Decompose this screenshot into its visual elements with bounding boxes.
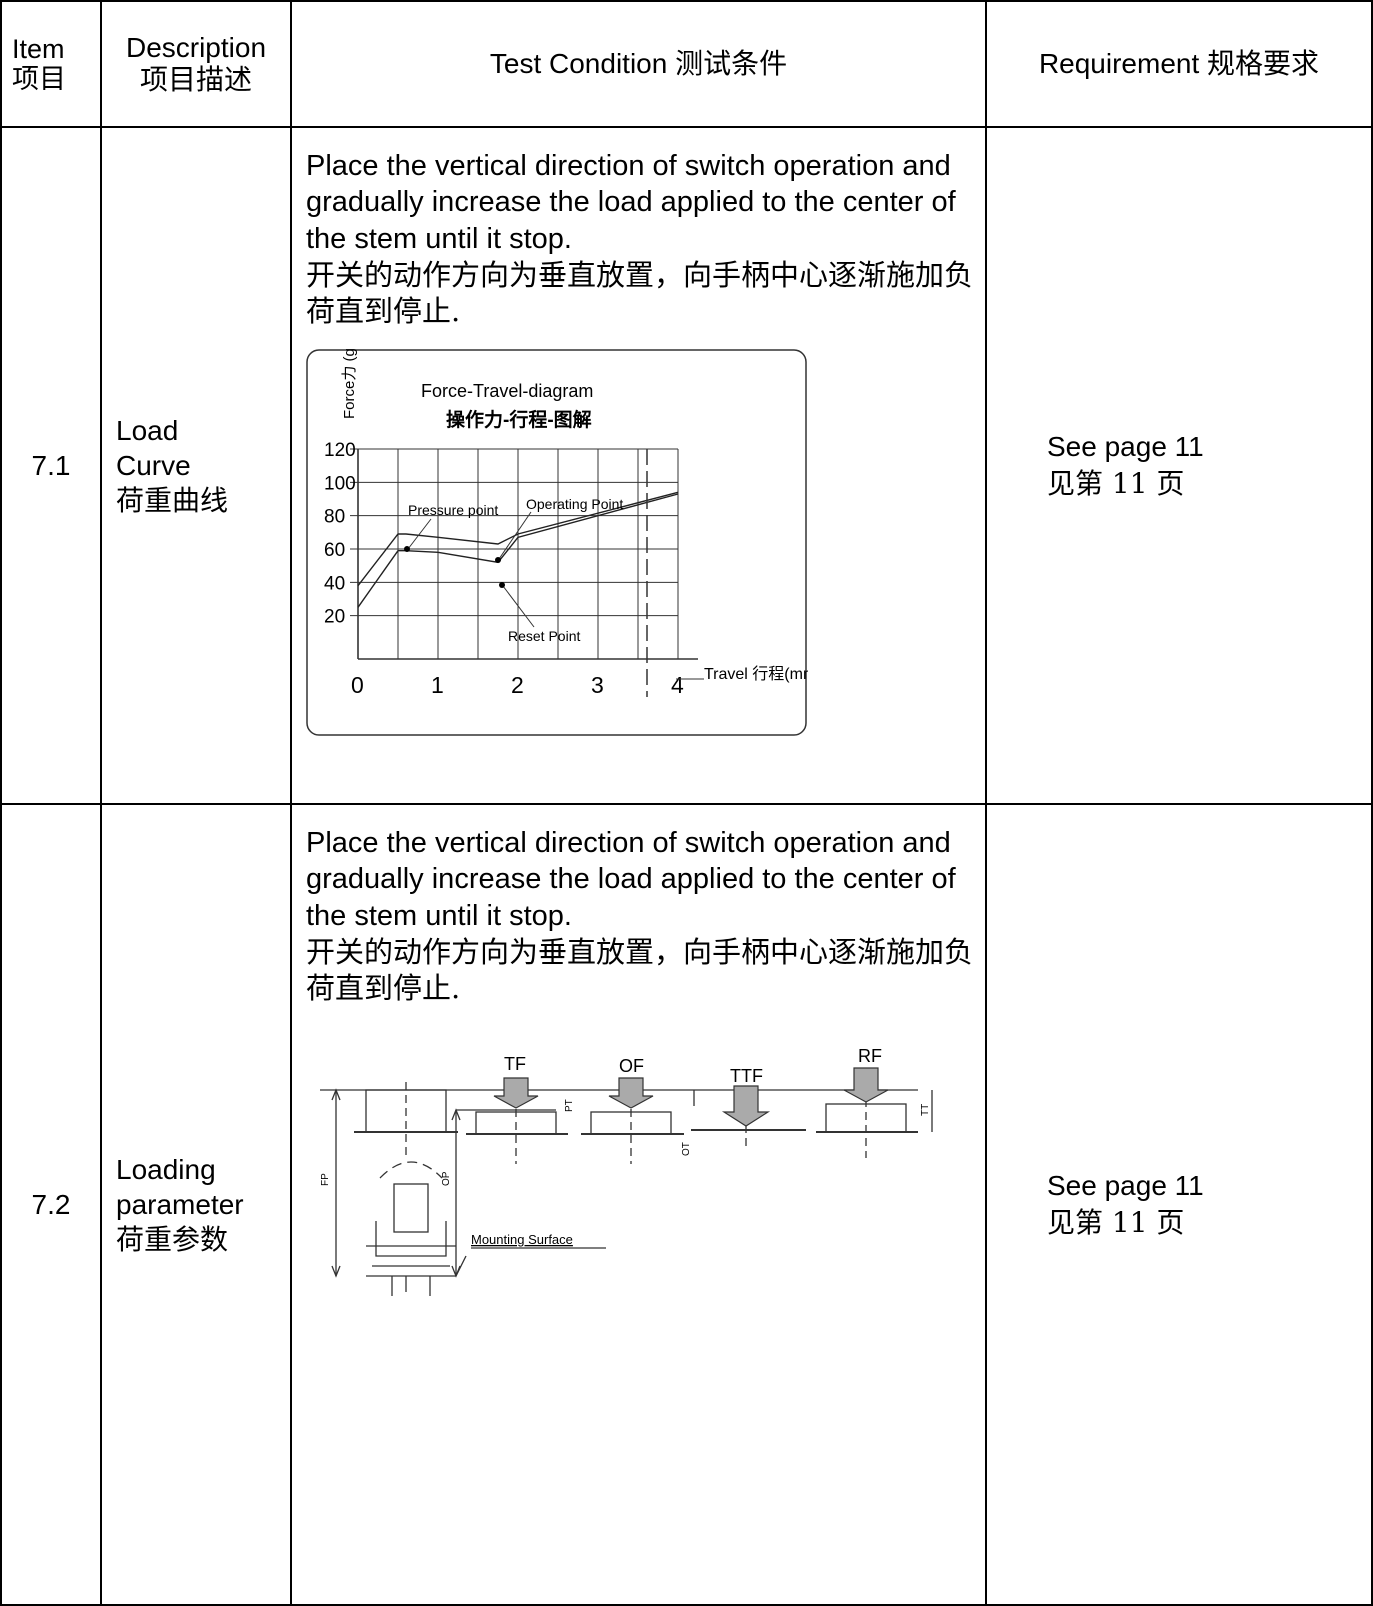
item-number: 7.1 [0, 126, 102, 805]
description-en-line: Load [116, 415, 179, 446]
header-description: Description 项目描述 [100, 0, 292, 128]
annotation-reset-point: Reset Point [508, 628, 580, 644]
series-line-1 [357, 491, 679, 587]
condition-cell: Place the vertical direction of switch o… [290, 803, 987, 1606]
requirement-cell: See page 11 见第 11 页 [985, 126, 1373, 805]
rf-arrow [843, 1067, 889, 1103]
of-arrow [608, 1077, 654, 1109]
header-item-en: Item [12, 33, 65, 64]
operating-point-marker [495, 557, 501, 564]
header-description-en: Description [125, 31, 267, 63]
y-tick-label: 100 [324, 474, 356, 495]
series-line-2 [357, 493, 679, 608]
chart-grid [350, 448, 698, 661]
y-tick-label: 20 [324, 607, 345, 628]
description-en-line: Curve [116, 450, 191, 481]
tf-label: TF [504, 1054, 526, 1074]
tf-arrow [493, 1077, 539, 1109]
chart-frame [306, 349, 807, 736]
loading-parameter-diagram: TF OF TTF RF FP OP TT PT OT Mounting Sur… [320, 1046, 933, 1297]
y-tick-label: 80 [324, 507, 345, 528]
header-condition-en: Test Condition [489, 47, 668, 79]
x-tick-label: 2 [511, 672, 524, 698]
y-tick-label: 40 [324, 574, 345, 595]
condition-en: Place the vertical direction of switch o… [306, 150, 956, 255]
force-travel-chart: Force力 (gf) Force-Travel-diagram 操作力-行程-… [306, 349, 808, 736]
condition-cell: Place the vertical direction of switch o… [290, 126, 987, 805]
mounting-arrow [455, 1255, 467, 1277]
chart-xlabel: Travel 行程(mm) [704, 665, 808, 683]
ttf-label: TTF [730, 1066, 763, 1086]
requirement-cell: See page 11 见第 11 页 [985, 803, 1373, 1606]
reset-point-marker [499, 582, 505, 589]
ot-label: OT [681, 1142, 692, 1156]
requirement-en: See page 11 [1047, 431, 1204, 463]
chart-ticks: 120 100 80 60 40 20 0 1 2 3 4 [324, 440, 684, 698]
chart-ylabel: Force力 (gf) [341, 349, 358, 419]
chart-subtitle: 操作力-行程-图解 [446, 408, 592, 431]
travel-arc [379, 1161, 443, 1179]
requirement-en: See page 11 [1047, 1170, 1204, 1202]
table-row: 7.2 Loading parameter 荷重参数 Place the ver… [0, 803, 1373, 1606]
switch-pins [391, 1276, 431, 1297]
description-cn: 荷重曲线 [116, 484, 229, 517]
header-requirement-en: Requirement [1038, 47, 1200, 79]
mounting-surface-label: Mounting Surface [471, 1232, 573, 1247]
description-cell: Loading parameter 荷重参数 [100, 803, 292, 1606]
header-item: Item 项目 [0, 0, 102, 128]
rf-label: RF [858, 1046, 882, 1066]
op-label: OP [441, 1171, 452, 1186]
condition-en: Place the vertical direction of switch o… [306, 827, 956, 932]
header-condition-cn: 测试条件 [675, 46, 788, 80]
description-en-line: parameter [116, 1189, 244, 1220]
pt-label: PT [564, 1099, 575, 1112]
chart-series-group [357, 491, 679, 608]
switch-housing [366, 1221, 456, 1277]
description-cell: Load Curve 荷重曲线 [100, 126, 292, 805]
pressure-point-marker [404, 546, 410, 553]
annotation-leader [498, 511, 532, 560]
header-condition: Test Condition 测试条件 [290, 0, 987, 128]
ttf-arrow [721, 1085, 771, 1127]
item-number: 7.2 [0, 803, 102, 1606]
header-row: Item 项目 Description 项目描述 Test Condition … [0, 0, 1373, 128]
annotation-leader [407, 518, 432, 550]
fp-arrows [331, 1088, 341, 1279]
x-tick-label: 3 [591, 672, 604, 698]
annotation-operating-point: Operating Point [526, 496, 623, 512]
header-requirement: Requirement 规格要求 [985, 0, 1373, 128]
y-tick-label: 120 [324, 440, 356, 461]
annotation-leader [502, 585, 535, 628]
condition-cn: 开关的动作方向为垂直放置，向手柄中心逐渐施加负荷直到停止. [306, 257, 974, 328]
requirement-cn: 见第 11 页 [1047, 1205, 1185, 1239]
condition-cn: 开关的动作方向为垂直放置，向手柄中心逐渐施加负荷直到停止. [306, 934, 974, 1005]
description-en-line: Loading [116, 1154, 216, 1185]
header-item-cn: 项目 [12, 63, 66, 95]
of-label: OF [619, 1056, 644, 1076]
description-cn: 荷重参数 [116, 1223, 229, 1256]
tt-label: TT [920, 1104, 931, 1116]
switch-stem [393, 1183, 429, 1233]
fp-label: FP [320, 1173, 331, 1186]
table-row: 7.1 Load Curve 荷重曲线 Place the vertical d… [0, 126, 1373, 805]
x-tick-label: 1 [431, 672, 444, 698]
x-tick-label: 4 [671, 672, 684, 698]
header-description-cn: 项目描述 [139, 63, 252, 96]
x-tick-label: 0 [351, 672, 364, 698]
requirement-cn: 见第 11 页 [1047, 466, 1185, 500]
header-requirement-cn: 规格要求 [1207, 46, 1320, 80]
y-tick-label: 60 [324, 540, 345, 561]
chart-title: Force-Travel-diagram [421, 381, 593, 401]
annotation-pressure-point: Pressure point [408, 502, 498, 518]
